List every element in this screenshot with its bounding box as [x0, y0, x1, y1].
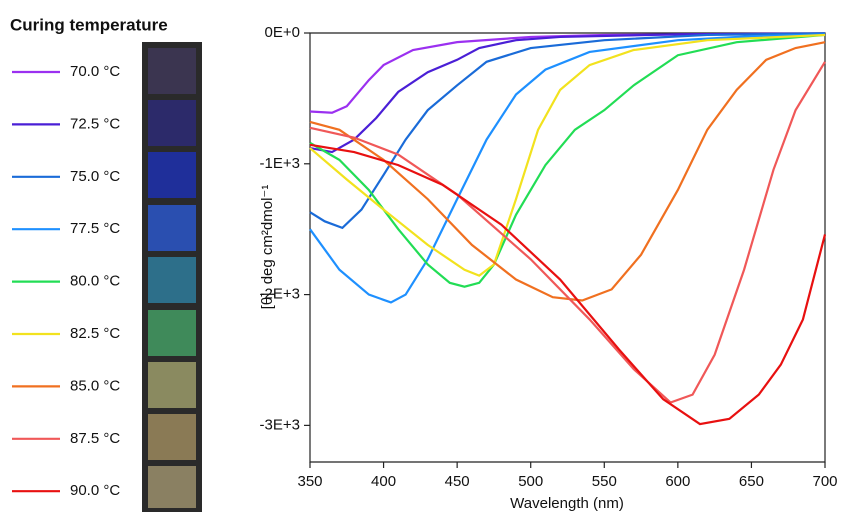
photo [148, 466, 196, 508]
series-line [309, 61, 826, 404]
legend-title: Curing temperature [10, 15, 168, 34]
x-tick-label: 650 [739, 473, 764, 490]
legend-label: 82.5 °C [70, 325, 120, 342]
series-line [309, 32, 826, 154]
x-tick-label: 550 [592, 473, 617, 490]
y-tick-label: -2E+3 [260, 286, 300, 303]
legend-label: 87.5 °C [70, 430, 120, 447]
x-tick-label: 700 [812, 473, 837, 490]
series-line [309, 33, 826, 277]
x-tick-label: 600 [665, 473, 690, 490]
series-line [309, 33, 826, 304]
photo [148, 414, 196, 460]
legend-label: 90.0 °C [70, 482, 120, 499]
x-tick-label: 500 [518, 473, 543, 490]
y-tick-label: -1E+3 [260, 155, 300, 172]
series-line [309, 32, 826, 230]
legend-label: 72.5 °C [70, 115, 120, 132]
series-line [309, 143, 827, 426]
legend-label: 77.5 °C [70, 220, 120, 237]
x-axis-label: Wavelength (nm) [510, 495, 624, 512]
photo [148, 310, 196, 356]
y-tick-label: 0E+0 [265, 24, 300, 41]
photo [148, 48, 196, 94]
series-line [309, 32, 826, 114]
photo [148, 257, 196, 303]
sample-photos [142, 42, 202, 512]
legend-label: 70.0 °C [70, 63, 120, 80]
y-tick-label: -3E+3 [260, 416, 300, 433]
y-axis-label: [θ]. deg cm²dmol⁻¹ [259, 185, 276, 310]
photo [148, 152, 196, 198]
photo [148, 100, 196, 146]
photo [148, 205, 196, 251]
photo [148, 362, 196, 408]
axes [309, 32, 826, 463]
x-tick-label: 450 [445, 473, 470, 490]
legend-label: 85.0 °C [70, 377, 120, 394]
series-line [309, 41, 826, 302]
x-tick-label: 400 [371, 473, 396, 490]
x-tick-label: 350 [297, 473, 322, 490]
legend-label: 80.0 °C [70, 273, 120, 290]
legend-label: 75.0 °C [70, 168, 120, 185]
